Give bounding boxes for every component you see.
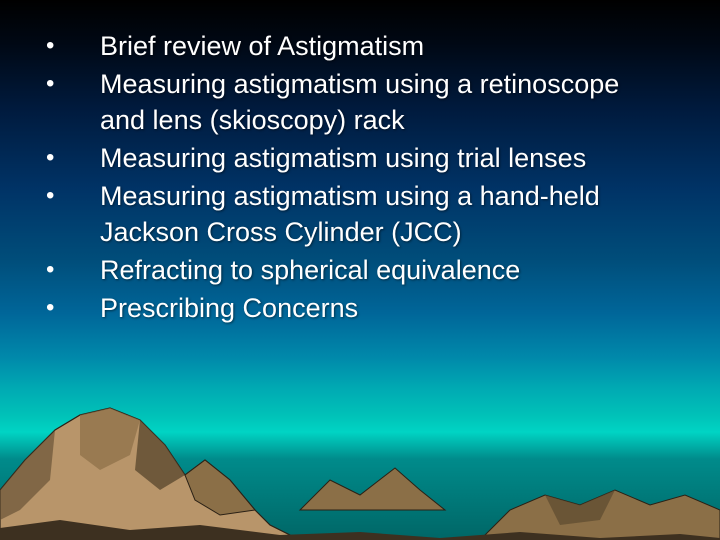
bullet-icon: • (30, 28, 100, 64)
slide: • Brief review of Astigmatism • Measurin… (0, 0, 720, 540)
list-item: • Measuring astigmatism using a hand-hel… (30, 178, 670, 250)
bullet-icon: • (30, 178, 100, 214)
list-item: • Prescribing Concerns (30, 290, 670, 326)
list-item-text: Brief review of Astigmatism (100, 28, 670, 64)
list-item-text: Prescribing Concerns (100, 290, 670, 326)
bullet-icon: • (30, 290, 100, 326)
bullet-icon: • (30, 66, 100, 102)
terrain-graphic (0, 360, 720, 540)
content-area: • Brief review of Astigmatism • Measurin… (30, 28, 670, 328)
list-item: • Measuring astigmatism using a retinosc… (30, 66, 670, 138)
list-item: • Measuring astigmatism using trial lens… (30, 140, 670, 176)
bullet-icon: • (30, 140, 100, 176)
list-item: • Brief review of Astigmatism (30, 28, 670, 64)
bullet-icon: • (30, 252, 100, 288)
list-item-text: Refracting to spherical equivalence (100, 252, 670, 288)
list-item: • Refracting to spherical equivalence (30, 252, 670, 288)
list-item-text: Measuring astigmatism using a retinoscop… (100, 66, 670, 138)
list-item-text: Measuring astigmatism using trial lenses (100, 140, 670, 176)
bullet-list: • Brief review of Astigmatism • Measurin… (30, 28, 670, 326)
list-item-text: Measuring astigmatism using a hand-held … (100, 178, 670, 250)
